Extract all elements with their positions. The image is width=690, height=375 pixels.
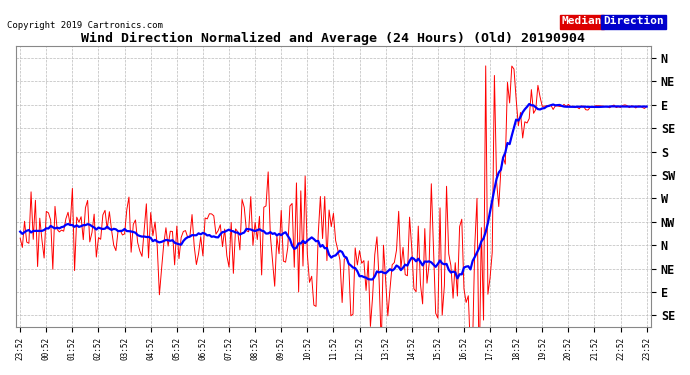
Text: Copyright 2019 Cartronics.com: Copyright 2019 Cartronics.com — [7, 21, 163, 30]
Text: Direction: Direction — [603, 16, 664, 27]
Title: Wind Direction Normalized and Average (24 Hours) (Old) 20190904: Wind Direction Normalized and Average (2… — [81, 32, 585, 45]
Text: Median: Median — [562, 16, 602, 27]
